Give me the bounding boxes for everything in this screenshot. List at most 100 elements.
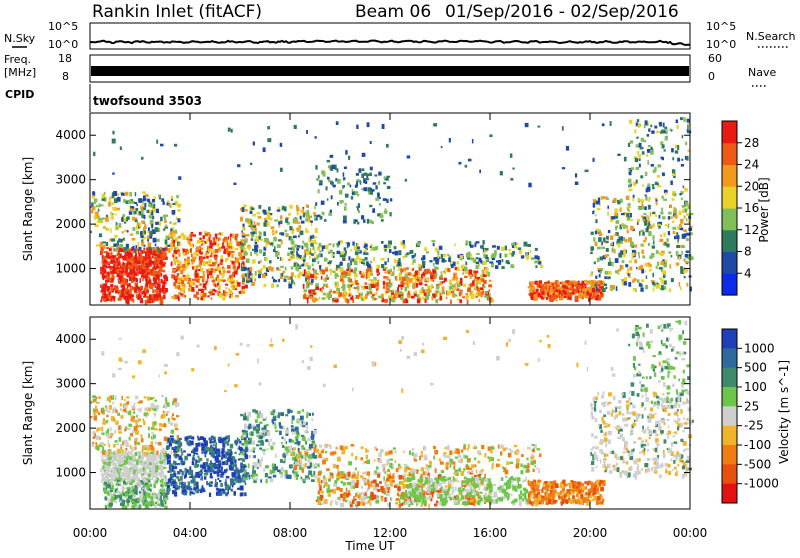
heatmap-cell bbox=[435, 248, 437, 252]
heatmap-cell bbox=[351, 282, 355, 285]
heatmap-cell bbox=[164, 404, 167, 408]
heatmap-cell bbox=[102, 198, 106, 201]
heatmap-cell bbox=[601, 247, 605, 250]
heatmap-cell bbox=[272, 442, 275, 445]
heatmap-cell bbox=[484, 295, 488, 298]
heatmap-cell bbox=[578, 281, 580, 283]
heatmap-cell bbox=[485, 268, 489, 271]
heatmap-cell bbox=[251, 232, 254, 235]
heatmap-cell bbox=[96, 446, 100, 450]
heatmap-cell bbox=[139, 213, 141, 215]
heatmap-cell bbox=[433, 257, 437, 261]
heatmap-cell bbox=[216, 235, 218, 239]
heatmap-cell bbox=[664, 149, 666, 151]
heatmap-cell bbox=[118, 478, 122, 480]
heatmap-cell bbox=[357, 243, 359, 247]
heatmap-cell bbox=[465, 262, 467, 266]
heatmap-cell bbox=[441, 271, 443, 275]
heatmap-cell bbox=[148, 427, 150, 431]
heatmap-cell bbox=[636, 267, 638, 269]
heatmap-cell bbox=[595, 242, 598, 247]
heatmap-cell bbox=[322, 245, 326, 249]
heatmap-cell bbox=[558, 290, 561, 294]
heatmap-cell bbox=[459, 284, 462, 286]
heatmap-cell bbox=[322, 297, 326, 300]
heatmap-cell bbox=[618, 253, 622, 258]
heatmap-cell bbox=[422, 261, 425, 265]
heatmap-cell bbox=[178, 479, 180, 482]
heatmap-cell bbox=[457, 266, 459, 270]
heatmap-cell bbox=[410, 250, 413, 254]
heatmap-cell bbox=[486, 259, 488, 262]
heatmap-cell bbox=[489, 261, 493, 263]
heatmap-cell bbox=[144, 231, 146, 235]
heatmap-cell bbox=[582, 289, 585, 292]
heatmap-cell bbox=[288, 213, 291, 216]
heatmap-cell bbox=[252, 260, 254, 264]
heatmap-cell bbox=[319, 183, 323, 185]
heatmap-cell bbox=[311, 279, 314, 283]
heatmap-cell bbox=[549, 283, 552, 286]
heatmap-cell bbox=[535, 265, 537, 268]
heatmap-cell bbox=[301, 257, 303, 261]
heatmap-cell bbox=[94, 215, 97, 220]
heatmap-cell bbox=[263, 452, 265, 455]
heatmap-cell bbox=[214, 463, 216, 465]
heatmap-cell bbox=[165, 397, 167, 402]
heatmap-cell bbox=[388, 271, 390, 274]
heatmap-cell bbox=[443, 254, 446, 258]
heatmap-cell bbox=[244, 267, 247, 271]
heatmap-cell bbox=[422, 275, 425, 277]
heatmap-cell bbox=[302, 241, 304, 244]
heatmap-cell bbox=[200, 436, 204, 440]
heatmap-cell bbox=[343, 177, 346, 179]
heatmap-cell bbox=[669, 264, 671, 269]
heatmap-cell bbox=[111, 485, 114, 490]
heatmap-cell bbox=[225, 293, 227, 297]
heatmap-cell bbox=[417, 299, 420, 304]
heatmap-cell bbox=[243, 240, 247, 244]
heatmap-cell bbox=[153, 204, 155, 209]
heatmap-cell bbox=[247, 219, 249, 223]
heatmap-cell bbox=[163, 495, 167, 497]
heatmap-cell bbox=[650, 125, 652, 128]
heatmap-cell bbox=[408, 283, 410, 287]
heatmap-cell bbox=[163, 411, 165, 414]
heatmap-cell bbox=[112, 207, 115, 211]
heatmap-cell bbox=[107, 433, 111, 437]
heatmap-cell bbox=[181, 280, 184, 284]
heatmap-cell bbox=[144, 225, 146, 229]
heatmap-cell bbox=[182, 471, 184, 476]
heatmap-cell bbox=[228, 242, 230, 246]
heatmap-cell bbox=[475, 243, 477, 245]
heatmap-cell bbox=[673, 231, 676, 234]
heatmap-cell bbox=[315, 202, 317, 206]
heatmap-cell bbox=[447, 268, 450, 272]
heatmap-cell bbox=[535, 248, 538, 251]
heatmap-cell bbox=[661, 196, 663, 199]
heatmap-cell bbox=[248, 274, 250, 279]
heatmap-cell bbox=[340, 279, 344, 281]
heatmap-cell bbox=[166, 236, 169, 240]
heatmap-cell bbox=[622, 260, 625, 263]
heatmap-cell bbox=[325, 267, 328, 269]
heatmap-cell bbox=[511, 252, 514, 256]
heatmap-cell bbox=[597, 247, 601, 250]
heatmap-cell bbox=[119, 261, 121, 264]
heatmap-cell bbox=[107, 491, 110, 496]
heatmap-cell bbox=[275, 230, 277, 234]
heatmap-cell bbox=[597, 258, 600, 262]
heatmap-cell bbox=[128, 451, 131, 454]
heatmap-cell bbox=[458, 288, 460, 290]
heatmap-cell bbox=[679, 224, 682, 227]
heatmap-cell bbox=[153, 492, 155, 495]
heatmap-cell bbox=[125, 448, 127, 450]
heatmap-cell bbox=[149, 294, 151, 299]
heatmap-cell bbox=[478, 280, 482, 284]
heatmap-cell bbox=[398, 267, 400, 271]
heatmap-cell bbox=[603, 238, 606, 242]
heatmap-cell bbox=[295, 427, 299, 431]
heatmap-cell bbox=[326, 275, 328, 279]
heatmap-cell bbox=[155, 222, 159, 225]
heatmap-cell bbox=[575, 296, 579, 301]
